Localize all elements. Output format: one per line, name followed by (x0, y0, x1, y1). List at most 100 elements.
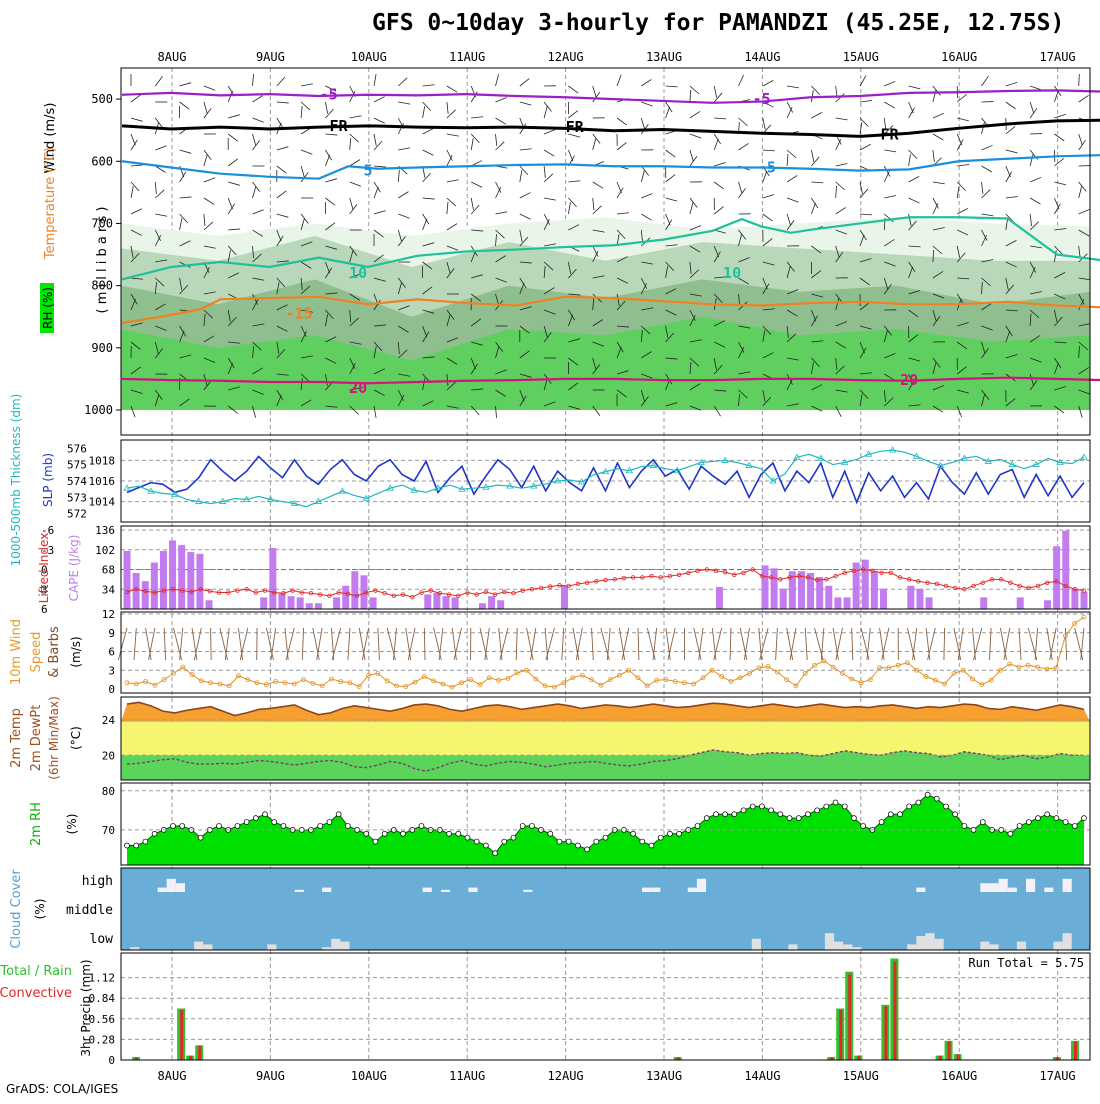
wind-barb (155, 146, 166, 150)
wind-barb (204, 108, 211, 118)
cloud-tick-label: low (90, 932, 114, 947)
rh2m-point (382, 831, 387, 836)
wind-tick-label: 12 (102, 608, 115, 621)
date-label-bottom: 14AUG (744, 1069, 780, 1083)
cape-bar (1062, 531, 1069, 609)
ylabel-cloud-cover: Cloud Cover (9, 869, 24, 949)
wind-barb (350, 116, 362, 118)
wind-barb (690, 202, 693, 214)
rh2m-point (842, 804, 847, 809)
wind-barb (1079, 140, 1086, 150)
wind-barb (1079, 209, 1090, 214)
wind10m-barb (867, 628, 870, 660)
wind-barb (180, 218, 182, 230)
rh2m-point (723, 812, 728, 817)
wind-barb (787, 107, 792, 118)
wind-barb (131, 209, 142, 214)
cloud-background (121, 868, 1090, 950)
wind-barb (763, 80, 774, 86)
rh2m-point (1082, 816, 1087, 821)
rh2m-point (419, 823, 424, 828)
cape-bar (206, 600, 213, 609)
wind-barb (884, 81, 895, 86)
wind-barb (763, 150, 775, 151)
cape-frame (121, 526, 1090, 609)
wind-barb (763, 118, 765, 130)
wind-barb (666, 198, 678, 201)
wind-barb (714, 162, 725, 166)
wind-barb (641, 118, 645, 129)
wind10m-barb (531, 628, 536, 660)
wind-barb (666, 102, 673, 112)
rh2m-point (1063, 820, 1068, 825)
wind-barb (1030, 102, 1034, 113)
wind-barb (350, 134, 359, 142)
wind-barb (641, 214, 651, 220)
wind-barb (1006, 82, 1017, 86)
rh2m-point (198, 835, 203, 840)
wind-barb (714, 93, 722, 102)
wind-barb (860, 214, 872, 215)
chart-title: GFS 0~10day 3-hourly for PAMANDZI (45.25… (372, 10, 1092, 44)
wind-frame (121, 612, 1090, 693)
wind-barb (131, 186, 133, 198)
cape-bar (452, 597, 459, 609)
ylabel-rh2m: 2m RH (29, 802, 44, 846)
wind-barb (1030, 198, 1040, 204)
cape-bar (124, 551, 131, 609)
cape-bar (479, 603, 486, 609)
ylabel-thickness: 1000-500mb Thickness (dm) (9, 394, 23, 567)
rh2m-point (631, 831, 636, 836)
wind-barb (277, 102, 289, 103)
wind-barb (277, 147, 289, 150)
wind10m-barb (378, 628, 380, 660)
wind-barb (544, 106, 547, 118)
wind-barb (933, 203, 938, 214)
rh2m-point (1026, 820, 1031, 825)
cape-bar (315, 603, 322, 609)
cape-bar (178, 545, 185, 609)
cloud-high-bar (642, 888, 651, 892)
rh2m-point (336, 812, 341, 817)
wind-barb (690, 156, 697, 166)
wind-tick-label: 9 (108, 627, 115, 640)
wind-barb (325, 102, 327, 114)
wind-barb (350, 160, 360, 166)
wind-barb (350, 204, 357, 214)
cape-bar (907, 586, 914, 609)
wind-barb (884, 102, 894, 108)
wind-barb (1030, 214, 1031, 226)
precip-convective-bar (189, 1056, 192, 1060)
wind-barb (1079, 182, 1087, 191)
wind-barb (374, 166, 386, 167)
precip-convective-bar (857, 1056, 860, 1060)
wind-barb (593, 134, 600, 143)
date-label-top: 17AUG (1040, 50, 1076, 64)
wind-barb (787, 198, 798, 202)
ylabel-total-rain: Total / Rain (0, 964, 72, 979)
wind-barb (1030, 86, 1041, 90)
rh2m-point (805, 812, 810, 817)
wind-barb (350, 198, 353, 210)
isotherm-label: 20 (349, 379, 367, 397)
cloud-high-bar (999, 879, 1008, 892)
wind-barb (398, 170, 399, 182)
rh2m-point (327, 820, 332, 825)
precip-convective-bar (948, 1041, 951, 1060)
wind-barb (374, 74, 376, 86)
wind-barb (520, 193, 531, 198)
cape-bar (333, 597, 340, 609)
wind-barb (277, 214, 289, 217)
cloud-low-bar (194, 942, 203, 950)
rh2m-point (281, 823, 286, 828)
wind-barb (447, 198, 456, 206)
wind-barb (763, 214, 773, 221)
rh2m-point (465, 835, 470, 840)
cape-bar (196, 554, 203, 609)
wind-barb (714, 118, 726, 119)
cloud-high-bar (423, 888, 432, 892)
wind-barb (204, 154, 207, 166)
rh2m-point (879, 820, 884, 825)
cloud-high-bar (176, 883, 185, 892)
